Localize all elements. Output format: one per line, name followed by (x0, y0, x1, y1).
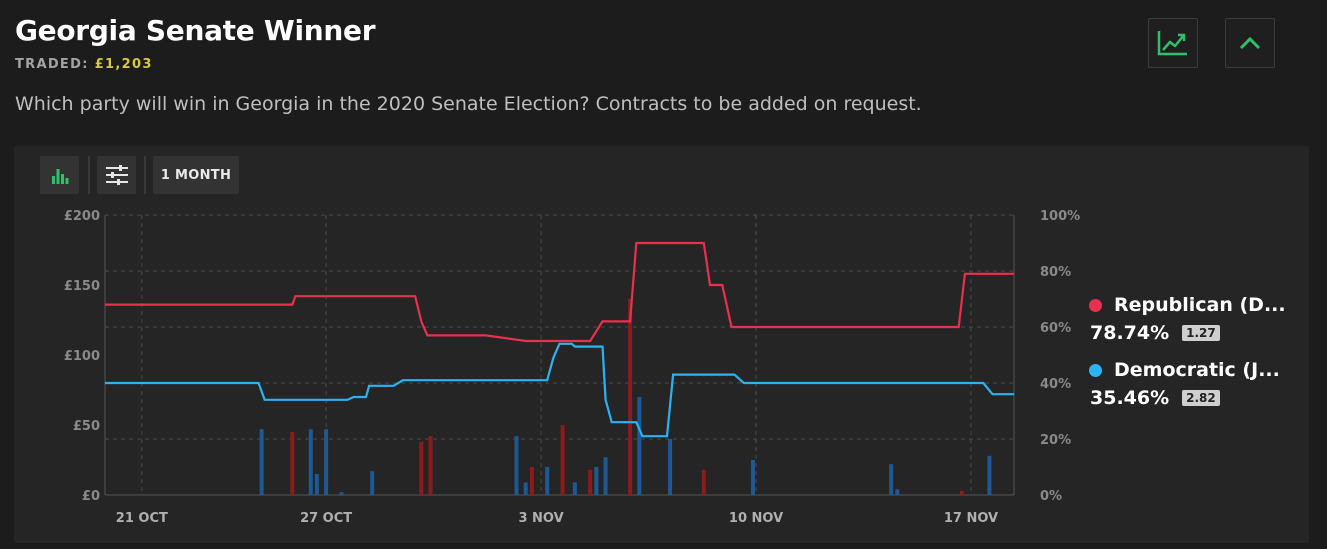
democratic-dot (1089, 363, 1102, 377)
volume-bar (529, 467, 534, 495)
traded-value: £1,203 (94, 57, 153, 72)
y-left-tick-label: £100 (64, 349, 100, 364)
y-right-tick-label: 20% (1040, 433, 1071, 448)
market-title: Georgia Senate Winner (15, 14, 376, 47)
y-right-tick-label: 100% (1040, 209, 1080, 224)
trending-chart-icon (1157, 31, 1187, 56)
chart-panel (14, 146, 1309, 543)
volume-bar (259, 429, 264, 495)
x-tick-label: 21 OCT (116, 511, 168, 526)
volume-bar (523, 482, 528, 495)
bar-chart-icon (51, 169, 68, 184)
volume-bar (560, 425, 565, 495)
volume-bar (701, 469, 706, 495)
y-right-tick-label: 60% (1040, 321, 1071, 336)
volume-bar (339, 492, 344, 495)
volume-bar (637, 397, 642, 495)
y-right-tick-label: 80% (1040, 265, 1071, 280)
bar-chart-toggle[interactable] (40, 156, 79, 194)
y-right-tick-label: 40% (1040, 377, 1071, 392)
period-selector[interactable]: 1 MONTH (153, 156, 239, 194)
legend-value: 78.74% (1090, 322, 1170, 344)
volume-bar (895, 489, 900, 495)
collapse-button[interactable] (1225, 18, 1275, 68)
toolbar-divider (88, 156, 90, 194)
chart-view-button[interactable] (1148, 18, 1198, 68)
x-tick-label: 3 NOV (518, 511, 563, 526)
volume-bar (290, 432, 295, 495)
volume-bar (959, 490, 964, 495)
republican-dot (1089, 298, 1102, 312)
volume-bar (594, 467, 599, 495)
legend-item-democratic[interactable]: Democratic (J... 35.46% 2.82 (1089, 359, 1280, 409)
y-left-tick-label: £50 (73, 419, 100, 434)
legend-name: Democratic (J... (1114, 359, 1280, 381)
volume-bar (545, 467, 550, 495)
volume-bar (603, 457, 608, 495)
x-tick-label: 10 NOV (729, 511, 783, 526)
odds-badge: 2.82 (1182, 390, 1220, 406)
volume-bar (370, 471, 375, 495)
legend-name: Republican (D... (1114, 294, 1286, 316)
volume-bar (514, 436, 519, 495)
volume-bar (588, 469, 593, 495)
y-left-tick-label: £0 (82, 489, 100, 504)
sliders-icon (105, 165, 128, 185)
volume-bar (750, 460, 755, 495)
odds-badge: 1.27 (1182, 325, 1220, 341)
volume-bar (889, 464, 894, 495)
volume-bar (428, 436, 433, 495)
x-tick-label: 27 OCT (300, 511, 352, 526)
volume-bar (628, 299, 633, 495)
traded-label: TRADED: (15, 57, 89, 72)
legend-value: 35.46% (1090, 387, 1170, 409)
volume-bar (987, 455, 992, 495)
volume-bar (572, 482, 577, 495)
traded-info: TRADED: £1,203 (15, 57, 153, 72)
settings-button[interactable] (97, 156, 136, 194)
market-description: Which party will win in Georgia in the 2… (15, 93, 922, 115)
y-left-tick-label: £150 (64, 279, 100, 294)
toolbar-divider (144, 156, 146, 194)
legend-item-republican[interactable]: Republican (D... 78.74% 1.27 (1089, 294, 1286, 344)
volume-bar (324, 429, 329, 495)
y-left-tick-label: £200 (64, 209, 100, 224)
volume-bar (314, 474, 319, 495)
volume-bar (668, 439, 673, 495)
volume-bar (308, 429, 313, 495)
volume-bar (419, 441, 424, 495)
republican-price-line (105, 241, 1014, 343)
x-tick-label: 17 NOV (944, 511, 998, 526)
democratic-price-line (105, 342, 1014, 438)
chevron-up-icon (1239, 36, 1261, 50)
y-right-tick-label: 0% (1040, 489, 1062, 504)
period-label: 1 MONTH (160, 167, 232, 183)
